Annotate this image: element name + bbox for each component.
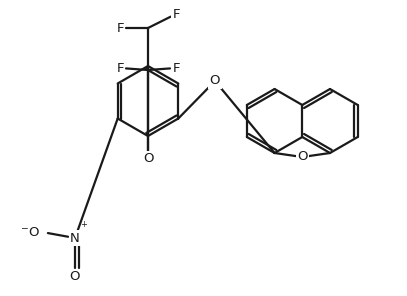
Text: O: O <box>143 152 153 165</box>
Text: O: O <box>210 75 220 88</box>
Text: F: F <box>172 62 180 75</box>
Text: $^{-}$O: $^{-}$O <box>20 226 40 239</box>
Text: F: F <box>172 7 180 20</box>
Text: F: F <box>116 22 124 35</box>
Text: O: O <box>70 270 80 283</box>
Text: F: F <box>116 62 124 75</box>
Text: N: N <box>70 231 80 244</box>
Text: $^{+}$: $^{+}$ <box>80 221 88 234</box>
Text: O: O <box>297 150 308 163</box>
